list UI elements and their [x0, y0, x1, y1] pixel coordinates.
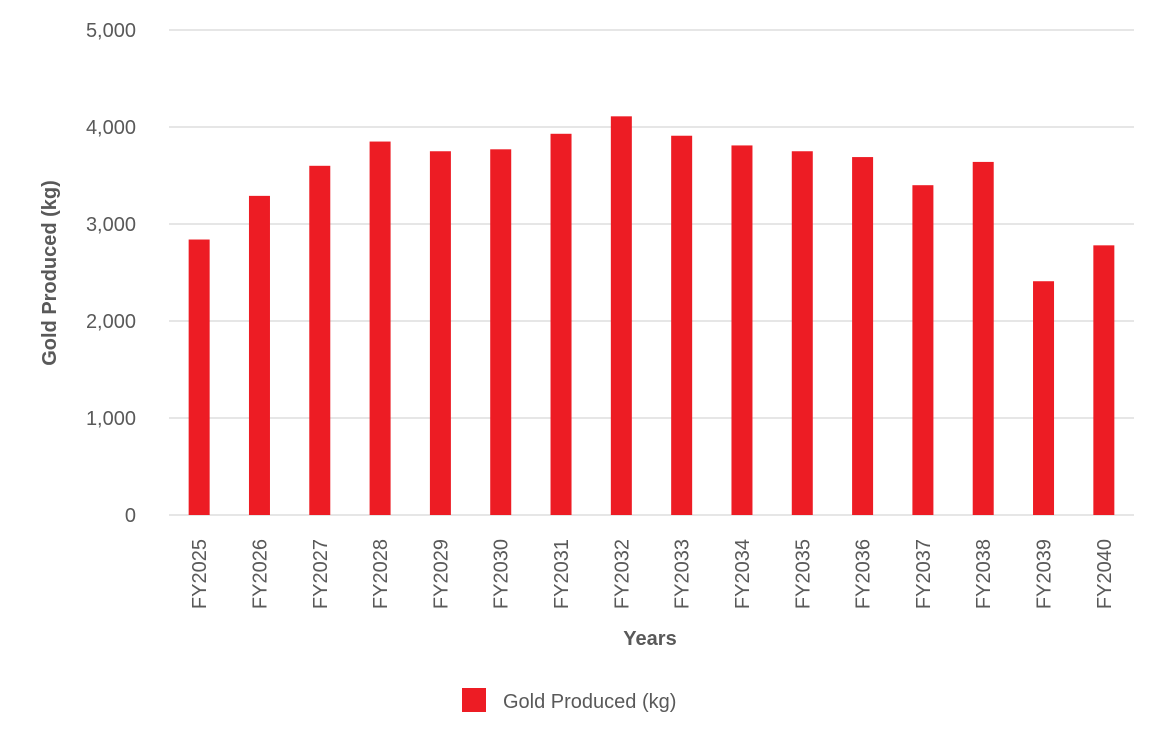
bar-fy2028	[369, 141, 391, 516]
x-tick-label: FY2034	[732, 539, 754, 609]
bar-fy2036	[852, 157, 874, 515]
x-tick-label: FY2039	[1034, 539, 1056, 609]
x-tick-label: FY2040	[1094, 539, 1116, 609]
y-tick-label: 0	[125, 505, 136, 527]
bar-fy2029	[429, 151, 451, 515]
bar-fy2025	[188, 239, 210, 515]
y-tick-label: 5,000	[86, 20, 136, 42]
y-tick-label: 1,000	[86, 408, 136, 430]
x-tick-label: FY2025	[189, 539, 211, 609]
x-tick-label: FY2036	[853, 539, 875, 609]
legend: Gold Produced (kg)	[462, 688, 676, 713]
y-tick-label: 4,000	[86, 117, 136, 139]
x-axis-title: Years	[623, 628, 676, 650]
x-tick-label: FY2032	[611, 539, 633, 609]
x-tick-label: FY2028	[370, 539, 392, 609]
bar-fy2038	[972, 161, 994, 516]
bars	[188, 116, 1115, 516]
bar-fy2039	[1033, 281, 1055, 515]
x-tick-label: FY2030	[491, 539, 513, 609]
y-tick-label: 3,000	[86, 214, 136, 236]
bar-fy2033	[671, 135, 693, 516]
x-tick-label: FY2037	[913, 539, 935, 609]
y-axis-title: Gold Produced (kg)	[39, 180, 61, 366]
bar-fy2032	[610, 116, 632, 515]
bar-fy2035	[791, 151, 813, 515]
x-tick-label: FY2033	[672, 539, 694, 609]
bar-fy2026	[248, 195, 270, 515]
bar-fy2027	[309, 165, 331, 516]
bar-fy2031	[550, 133, 572, 516]
x-tick-label: FY2035	[792, 539, 814, 609]
bar-fy2040	[1093, 245, 1115, 515]
bar-fy2034	[731, 145, 753, 515]
x-axis-ticks: FY2025 FY2026 FY2027 FY2028 FY2029 FY2030 FY20…	[189, 539, 1116, 609]
x-tick-label: FY2027	[310, 539, 332, 609]
y-axis-ticks: 0 1,000 2,000 3,000 4,000 5,000	[86, 20, 136, 527]
legend-label: Gold Produced (kg)	[503, 691, 676, 713]
x-tick-label: FY2029	[430, 539, 452, 609]
bar-fy2030	[490, 149, 512, 515]
x-tick-label: FY2031	[551, 539, 573, 609]
legend-swatch	[462, 688, 486, 712]
x-tick-label: FY2026	[249, 539, 271, 609]
y-tick-label: 2,000	[86, 311, 136, 333]
bar-fy2037	[912, 185, 934, 515]
x-tick-label: FY2038	[973, 539, 995, 609]
